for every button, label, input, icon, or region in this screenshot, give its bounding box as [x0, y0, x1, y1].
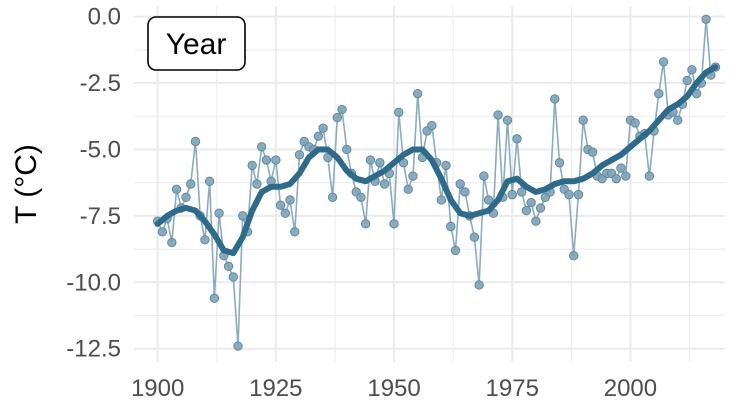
- data-point: [526, 197, 536, 208]
- data-point: [516, 187, 527, 197]
- data-point: [550, 94, 560, 104]
- smooth-series: [154, 64, 719, 257]
- data-point: [564, 189, 574, 200]
- annotation-text: Year: [166, 28, 227, 61]
- data-point: [521, 205, 532, 216]
- data-point: [204, 176, 215, 187]
- data-point: [569, 251, 579, 261]
- data-point: [256, 142, 267, 152]
- data-point: [186, 179, 196, 189]
- data-point: [436, 195, 447, 205]
- data-point: [644, 171, 655, 181]
- data-point: [554, 158, 565, 168]
- y-tick-label: -7.5: [80, 203, 121, 230]
- data-point: [181, 192, 191, 202]
- data-point: [455, 179, 465, 189]
- data-point: [313, 131, 324, 141]
- data-point: [483, 195, 494, 205]
- data-point: [630, 118, 640, 128]
- data-point: [157, 227, 168, 237]
- data-point: [209, 293, 220, 303]
- data-point: [573, 189, 584, 200]
- data-point: [502, 115, 513, 125]
- x-axis-ticks: 1900 1925 1950 1975 2000: [131, 375, 657, 402]
- x-tick-label: 1975: [486, 375, 539, 402]
- data-point: [223, 261, 234, 272]
- data-point: [493, 110, 503, 120]
- data-point: [375, 158, 385, 168]
- data-point: [171, 184, 182, 195]
- data-point: [238, 211, 248, 221]
- data-point: [280, 208, 290, 218]
- data-point: [611, 173, 621, 184]
- annotation-box: Year: [147, 16, 246, 71]
- data-point: [701, 14, 711, 24]
- data-point: [460, 187, 470, 197]
- data-point: [587, 147, 598, 157]
- data-point: [285, 195, 295, 205]
- data-point: [318, 123, 328, 133]
- smooth-trend-line: [154, 64, 719, 257]
- data-point: [342, 144, 352, 155]
- data-point: [360, 219, 371, 229]
- y-tick-label: 0.0: [88, 4, 121, 31]
- data-point: [621, 171, 631, 181]
- y-tick-label: -10.0: [66, 269, 121, 296]
- data-point: [682, 75, 692, 86]
- data-point: [271, 155, 281, 165]
- data-point: [228, 272, 238, 282]
- data-point: [261, 155, 272, 165]
- data-point: [479, 171, 489, 181]
- y-tick-label: -5.0: [80, 136, 121, 163]
- data-point: [673, 115, 683, 125]
- data-point: [275, 200, 286, 210]
- data-point: [252, 179, 262, 189]
- data-point: [190, 136, 201, 147]
- y-axis-ticks: 0.0 -2.5 -5.0 -7.5 -10.0 -12.5: [66, 4, 121, 363]
- data-point: [412, 88, 423, 99]
- data-point: [167, 237, 177, 248]
- x-tick-label: 1900: [131, 375, 184, 402]
- data-point: [356, 192, 366, 202]
- data-point: [446, 221, 456, 232]
- x-tick-label: 1925: [249, 375, 302, 402]
- data-point: [247, 160, 257, 171]
- data-point: [687, 65, 697, 75]
- data-point: [616, 163, 626, 173]
- y-axis-label: T (°C): [10, 144, 43, 224]
- data-point: [450, 245, 461, 256]
- data-point: [200, 235, 210, 245]
- data-point: [512, 134, 522, 144]
- data-point: [327, 192, 338, 202]
- data-point: [654, 88, 664, 99]
- data-point: [408, 171, 418, 181]
- data-point: [535, 203, 546, 213]
- data-point: [507, 189, 517, 200]
- data-point: [403, 184, 413, 195]
- data-point: [469, 232, 480, 242]
- y-tick-label: -2.5: [80, 70, 121, 97]
- y-tick-label: -12.5: [66, 336, 121, 363]
- data-point: [427, 120, 437, 131]
- x-tick-label: 1950: [367, 375, 420, 402]
- data-point: [658, 57, 669, 67]
- data-point: [441, 160, 451, 171]
- data-point: [233, 341, 243, 351]
- data-point: [365, 155, 376, 165]
- data-point: [394, 107, 404, 117]
- data-point: [337, 104, 347, 115]
- data-point: [214, 208, 224, 218]
- data-point: [389, 219, 399, 229]
- data-point: [379, 179, 390, 189]
- data-point: [531, 216, 541, 226]
- data-point: [294, 150, 305, 160]
- data-point: [290, 227, 300, 237]
- data-point: [578, 115, 588, 125]
- data-point: [474, 280, 484, 290]
- data-point: [332, 112, 343, 123]
- x-tick-label: 2000: [604, 375, 657, 402]
